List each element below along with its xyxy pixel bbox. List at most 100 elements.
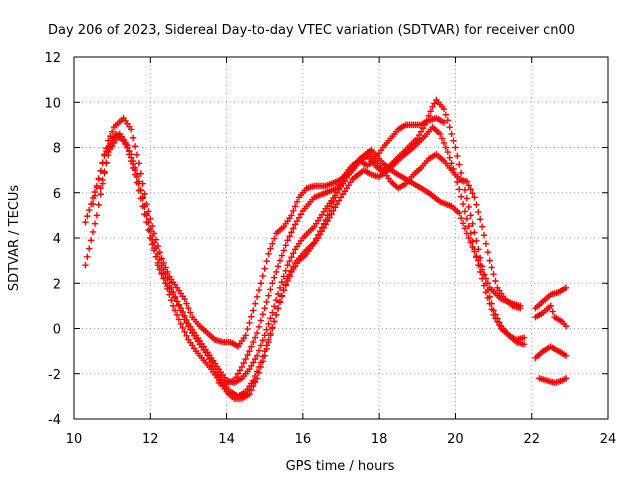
data-point xyxy=(267,245,274,252)
data-point xyxy=(210,362,217,370)
data-point xyxy=(271,303,278,310)
data-point xyxy=(482,240,490,247)
data-point xyxy=(276,298,284,305)
data-point xyxy=(116,130,123,138)
data-point xyxy=(335,181,343,189)
data-point xyxy=(471,194,478,201)
data-point xyxy=(183,319,190,327)
data-point xyxy=(446,123,453,131)
data-point xyxy=(255,369,263,376)
data-point xyxy=(91,192,99,199)
data-point xyxy=(259,337,267,344)
data-point xyxy=(438,135,446,142)
series-track-9 xyxy=(536,375,570,386)
data-point xyxy=(101,151,108,158)
data-point xyxy=(465,182,472,189)
data-point xyxy=(278,292,286,299)
data-point xyxy=(173,311,181,319)
data-point xyxy=(265,338,272,346)
data-point xyxy=(322,216,329,224)
data-point xyxy=(496,319,503,326)
data-point xyxy=(290,263,297,271)
y-tick-label: 10 xyxy=(44,96,61,111)
data-point xyxy=(492,311,499,318)
data-point xyxy=(469,190,476,197)
plot-frame xyxy=(73,56,609,420)
data-point xyxy=(143,218,150,226)
data-point xyxy=(147,234,154,242)
data-point xyxy=(208,359,215,366)
data-point xyxy=(244,325,251,333)
data-point xyxy=(269,280,276,287)
data-point xyxy=(171,307,179,314)
data-point xyxy=(320,220,328,227)
chart-title: Day 206 of 2023, Sidereal Day-to-day VTE… xyxy=(48,23,575,38)
data-point xyxy=(457,169,465,177)
x-tick-label: 20 xyxy=(447,432,464,447)
data-point xyxy=(547,302,554,310)
data-point xyxy=(288,229,295,236)
data-point xyxy=(271,235,278,242)
data-point xyxy=(461,225,469,232)
data-point xyxy=(187,309,194,316)
data-point xyxy=(520,334,528,341)
data-point xyxy=(284,237,291,244)
data-point xyxy=(436,130,444,138)
data-point xyxy=(333,200,341,208)
data-point xyxy=(120,137,127,144)
data-point xyxy=(444,148,451,156)
data-point xyxy=(156,256,164,263)
data-point xyxy=(84,253,91,261)
data-point xyxy=(314,231,322,239)
data-point xyxy=(265,250,272,258)
data-point xyxy=(246,390,253,398)
data-point xyxy=(276,257,284,264)
data-point xyxy=(274,290,282,298)
data-point xyxy=(147,215,154,222)
data-point xyxy=(282,242,289,249)
data-point xyxy=(269,240,276,247)
data-point xyxy=(103,160,110,167)
data-point xyxy=(290,250,297,257)
data-point xyxy=(135,160,143,167)
data-point xyxy=(461,208,469,215)
data-point xyxy=(261,352,268,359)
data-point xyxy=(152,253,160,260)
x-tick-labels: 10 12 14 16 18 20 22 24 xyxy=(66,432,617,447)
data-point xyxy=(137,195,144,202)
data-point xyxy=(95,201,102,209)
series-track-4 xyxy=(97,96,528,402)
data-point xyxy=(482,280,490,287)
data-point xyxy=(129,134,137,142)
data-point xyxy=(169,289,177,296)
data-point xyxy=(313,235,320,242)
data-point xyxy=(267,332,274,339)
data-point xyxy=(562,352,570,359)
data-point xyxy=(129,164,137,172)
data-point xyxy=(128,126,135,133)
data-point xyxy=(185,304,192,312)
data-point xyxy=(318,224,326,231)
data-point xyxy=(267,286,274,293)
data-point xyxy=(450,137,457,144)
data-point xyxy=(450,165,457,173)
data-point xyxy=(440,119,448,126)
data-point xyxy=(431,100,438,107)
y-axis-label: SDTVAR / TECUs xyxy=(7,185,22,292)
data-point xyxy=(463,195,471,202)
data-point xyxy=(330,198,337,205)
data-point xyxy=(251,379,259,386)
data-point xyxy=(187,326,194,333)
data-point xyxy=(267,315,274,322)
data-point xyxy=(246,319,253,327)
data-point xyxy=(183,332,190,340)
data-point xyxy=(250,359,257,366)
data-point xyxy=(477,268,484,276)
data-point xyxy=(259,272,267,280)
y-tick-label: 0 xyxy=(53,323,61,338)
data-point xyxy=(278,278,286,286)
data-point xyxy=(238,363,246,371)
data-point xyxy=(118,134,125,141)
data-point xyxy=(459,220,467,227)
data-point xyxy=(484,286,492,294)
